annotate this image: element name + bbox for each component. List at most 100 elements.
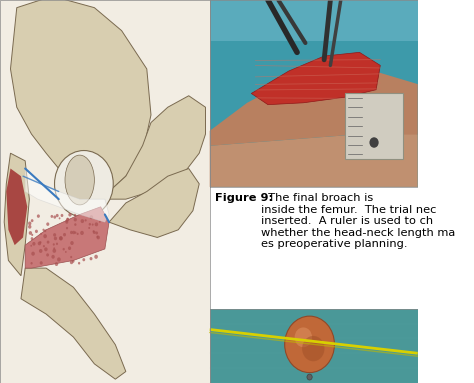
- Circle shape: [56, 214, 59, 217]
- Circle shape: [38, 242, 41, 246]
- Text: The final broach is
inside the femur.  The trial nec
inserted.  A ruler is used : The final broach is inside the femur. Th…: [261, 193, 455, 249]
- Polygon shape: [251, 52, 380, 105]
- Circle shape: [51, 215, 53, 218]
- FancyBboxPatch shape: [345, 93, 403, 159]
- Circle shape: [67, 218, 69, 220]
- Circle shape: [74, 223, 76, 226]
- Circle shape: [70, 241, 74, 245]
- FancyBboxPatch shape: [210, 309, 418, 383]
- Polygon shape: [6, 169, 27, 245]
- Polygon shape: [25, 207, 109, 268]
- Circle shape: [29, 231, 32, 235]
- Circle shape: [53, 249, 56, 253]
- Circle shape: [77, 233, 79, 235]
- Circle shape: [307, 374, 312, 380]
- Circle shape: [91, 223, 94, 226]
- Circle shape: [70, 256, 72, 258]
- Circle shape: [43, 245, 45, 247]
- Circle shape: [59, 236, 63, 240]
- Circle shape: [55, 262, 58, 266]
- Circle shape: [302, 336, 325, 361]
- FancyBboxPatch shape: [210, 0, 418, 41]
- Polygon shape: [10, 0, 151, 199]
- Circle shape: [68, 246, 71, 250]
- Circle shape: [74, 231, 76, 234]
- Polygon shape: [21, 268, 126, 379]
- Circle shape: [43, 234, 47, 238]
- FancyBboxPatch shape: [210, 0, 418, 187]
- Circle shape: [30, 262, 33, 265]
- Circle shape: [93, 231, 96, 234]
- Circle shape: [31, 234, 33, 236]
- Circle shape: [66, 227, 68, 229]
- Circle shape: [96, 236, 99, 238]
- Circle shape: [369, 137, 379, 148]
- Circle shape: [95, 223, 98, 226]
- Circle shape: [88, 227, 90, 229]
- Circle shape: [72, 260, 74, 263]
- Circle shape: [285, 316, 335, 373]
- Circle shape: [65, 219, 68, 222]
- Circle shape: [84, 219, 87, 221]
- Circle shape: [35, 230, 38, 233]
- Circle shape: [31, 219, 34, 222]
- Circle shape: [31, 237, 33, 240]
- Text: Figure 9:: Figure 9:: [215, 193, 273, 203]
- Circle shape: [90, 257, 92, 260]
- Circle shape: [63, 233, 66, 236]
- Circle shape: [46, 223, 49, 226]
- Circle shape: [92, 230, 94, 232]
- Polygon shape: [25, 169, 109, 222]
- Circle shape: [55, 151, 113, 217]
- Circle shape: [31, 252, 35, 256]
- Circle shape: [51, 255, 55, 259]
- Circle shape: [97, 236, 100, 239]
- Circle shape: [44, 247, 48, 251]
- Circle shape: [40, 233, 42, 235]
- Circle shape: [40, 261, 43, 265]
- Circle shape: [59, 236, 63, 241]
- Circle shape: [70, 231, 73, 234]
- Circle shape: [95, 231, 98, 234]
- Circle shape: [32, 242, 36, 246]
- Circle shape: [46, 253, 49, 257]
- Circle shape: [53, 247, 55, 249]
- Circle shape: [61, 214, 64, 217]
- Circle shape: [63, 248, 65, 250]
- Circle shape: [72, 231, 75, 234]
- Circle shape: [54, 237, 57, 240]
- Circle shape: [99, 221, 100, 223]
- Circle shape: [44, 229, 46, 232]
- Circle shape: [90, 215, 93, 219]
- Circle shape: [37, 214, 40, 218]
- Circle shape: [94, 255, 98, 259]
- Circle shape: [57, 257, 61, 262]
- Circle shape: [81, 219, 84, 223]
- Circle shape: [28, 221, 31, 225]
- Polygon shape: [109, 169, 199, 237]
- Circle shape: [66, 218, 69, 221]
- FancyBboxPatch shape: [0, 0, 210, 383]
- Circle shape: [56, 242, 58, 245]
- FancyBboxPatch shape: [210, 187, 418, 309]
- Circle shape: [80, 231, 84, 235]
- Circle shape: [68, 213, 72, 217]
- Circle shape: [295, 327, 312, 347]
- Circle shape: [74, 214, 76, 216]
- Circle shape: [70, 260, 73, 264]
- Polygon shape: [210, 131, 418, 187]
- Circle shape: [82, 258, 85, 261]
- Circle shape: [39, 249, 43, 253]
- Circle shape: [59, 217, 61, 219]
- Polygon shape: [105, 96, 206, 199]
- Circle shape: [65, 220, 68, 224]
- Circle shape: [39, 241, 42, 244]
- Circle shape: [89, 223, 91, 226]
- Circle shape: [28, 225, 31, 229]
- Circle shape: [53, 233, 56, 237]
- Circle shape: [30, 245, 32, 247]
- Circle shape: [43, 229, 45, 231]
- Circle shape: [53, 215, 56, 219]
- Circle shape: [73, 218, 77, 221]
- Polygon shape: [210, 65, 418, 146]
